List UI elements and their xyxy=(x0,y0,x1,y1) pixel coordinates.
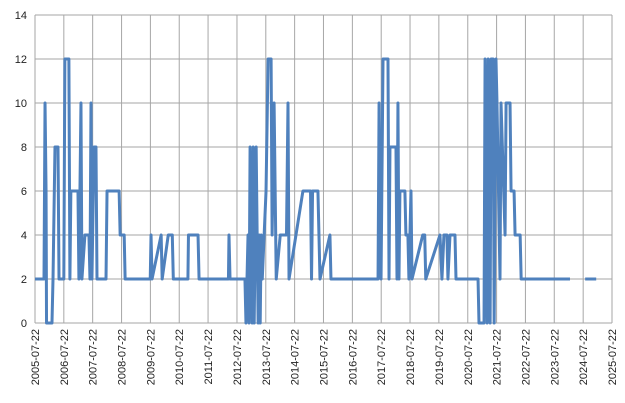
x-tick-label: 2024-07-22 xyxy=(578,329,590,385)
x-tick-label: 2020-07-22 xyxy=(463,329,475,385)
x-tick-label: 2012-07-22 xyxy=(232,329,244,385)
y-tick-label: 14 xyxy=(15,10,27,22)
x-tick-label: 2009-07-22 xyxy=(145,329,157,385)
x-tick-label: 2013-07-22 xyxy=(261,329,273,385)
x-tick-label: 2021-07-22 xyxy=(492,329,504,385)
y-tick-label: 8 xyxy=(21,142,27,154)
y-tick-label: 10 xyxy=(15,98,27,110)
x-tick-label: 2018-07-22 xyxy=(405,329,417,385)
x-tick-label: 2015-07-22 xyxy=(318,329,330,385)
x-tick-label: 2005-07-22 xyxy=(30,329,42,385)
x-tick-label: 2017-07-22 xyxy=(376,329,388,385)
x-tick-label: 2006-07-22 xyxy=(59,329,71,385)
y-tick-label: 2 xyxy=(21,274,27,286)
y-tick-label: 4 xyxy=(21,230,27,242)
x-tick-label: 2007-07-22 xyxy=(88,329,100,385)
y-tick-label: 0 xyxy=(21,318,27,330)
x-tick-label: 2011-07-22 xyxy=(203,329,215,384)
x-tick-label: 2008-07-22 xyxy=(117,329,129,385)
y-tick-label: 6 xyxy=(21,186,27,198)
x-tick-label: 2010-07-22 xyxy=(174,329,186,385)
x-tick-label: 2016-07-22 xyxy=(347,329,359,385)
x-tick-label: 2019-07-22 xyxy=(434,329,446,385)
x-tick-label: 2023-07-22 xyxy=(549,329,561,385)
x-tick-label: 2014-07-22 xyxy=(290,329,302,385)
x-tick-label: 2022-07-22 xyxy=(520,329,532,385)
y-tick-label: 12 xyxy=(15,54,27,66)
x-tick-label: 2025-07-22 xyxy=(607,329,619,385)
data-line xyxy=(35,57,570,325)
